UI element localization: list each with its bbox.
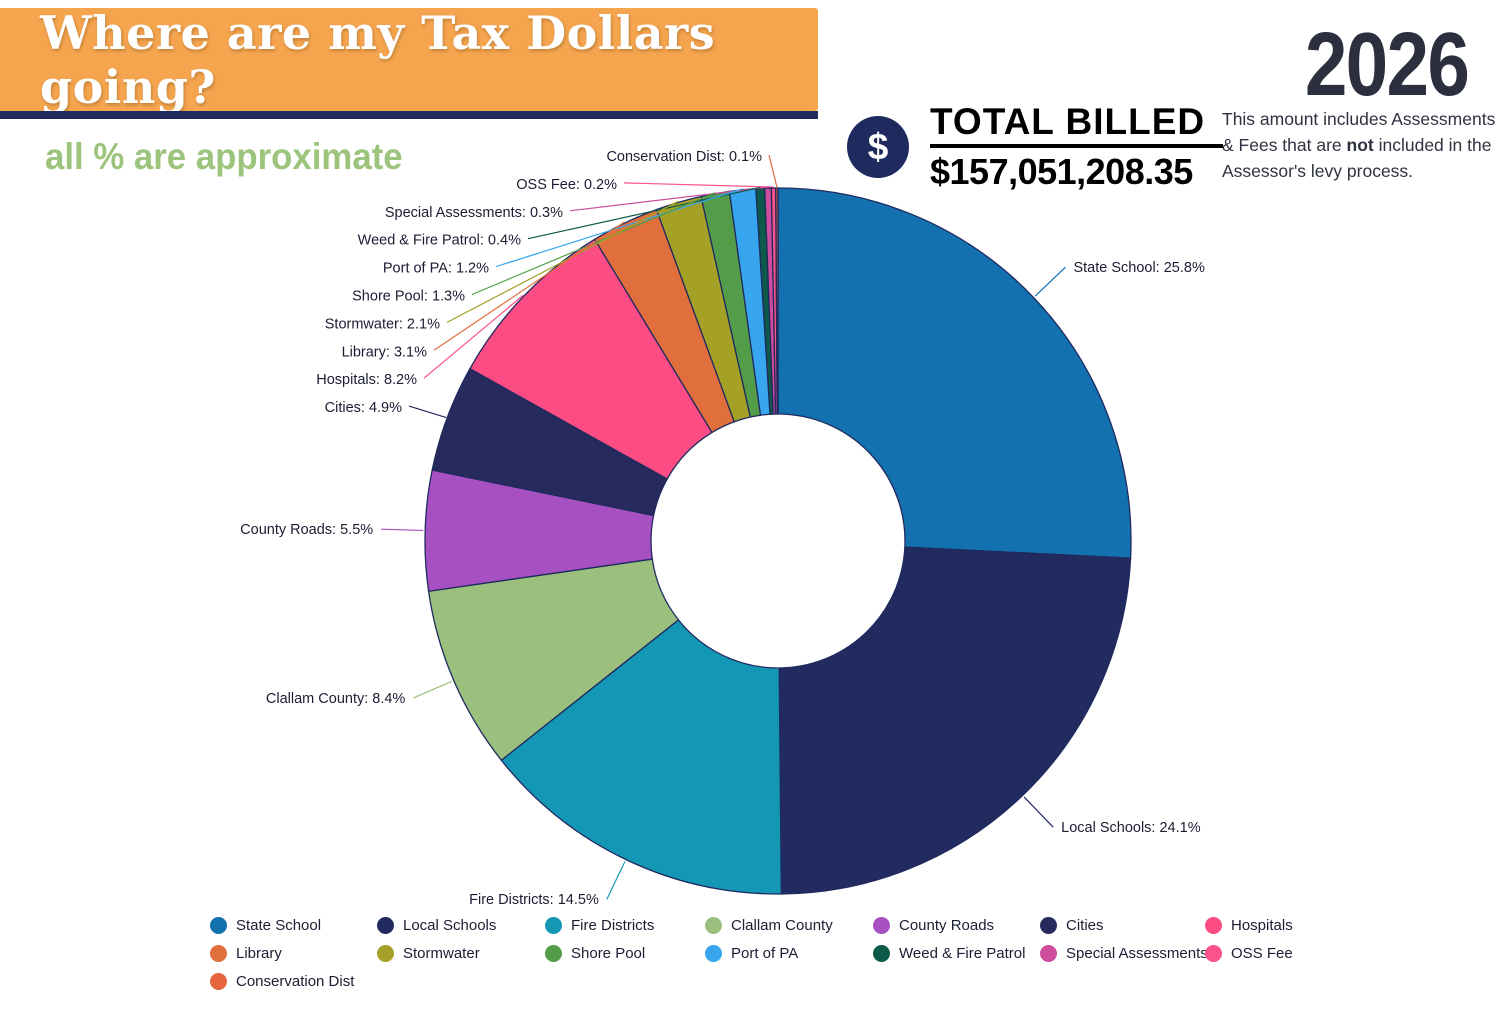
- legend-dot-oss-fee: [1205, 944, 1222, 962]
- pie-slice-state-school[interactable]: [777, 187, 1132, 559]
- slice-label-county-roads: County Roads: 5.5%: [240, 522, 373, 538]
- legend-label-cities: Cities: [1066, 916, 1104, 934]
- slice-label-port-of-pa: Port of PA: 1.2%: [383, 261, 489, 277]
- label-leader-line: [623, 182, 774, 188]
- label-leader-line: [413, 680, 453, 699]
- approximate-note: all % are approximate: [45, 136, 403, 177]
- note-text-bold: not: [1346, 135, 1374, 155]
- legend-item-weed-fire-patrol[interactable]: Weed & Fire Patrol: [873, 944, 1040, 962]
- legend-item-special-assessments[interactable]: Special Assessments: [1040, 944, 1208, 962]
- legend-dot-clallam-county: [705, 916, 722, 934]
- slice-label-oss-fee: OSS Fee: 0.2%: [516, 177, 617, 193]
- legend-item-stormwater[interactable]: Stormwater: [377, 944, 545, 962]
- label-leader-line: [446, 200, 679, 323]
- slice-label-fire-districts: Fire Districts: 14.5%: [469, 892, 599, 908]
- slice-label-stormwater: Stormwater: 2.1%: [325, 316, 440, 332]
- note-text-post: included in the Assessor's levy process.: [1222, 135, 1492, 181]
- legend-dot-state-school: [210, 916, 227, 934]
- legend-dot-stormwater: [377, 944, 394, 962]
- legend-label-special-assessments: Special Assessments: [1066, 944, 1208, 962]
- pie-slice-local-schools[interactable]: [778, 546, 1132, 895]
- legend-label-clallam-county: Clallam County: [731, 916, 833, 934]
- legend-label-state-school: State School: [236, 916, 322, 934]
- legend-item-cities[interactable]: Cities: [1040, 916, 1205, 934]
- slice-label-hospitals: Hospitals: 8.2%: [316, 372, 417, 388]
- legend-item-port-of-pa[interactable]: Port of PA: [705, 944, 873, 962]
- header-banner: Where are my Tax Dollars going?: [0, 5, 818, 114]
- legend-label-library: Library: [236, 944, 282, 962]
- legend-item-clallam-county[interactable]: Clallam County: [705, 916, 873, 934]
- legend-label-port-of-pa: Port of PA: [731, 944, 799, 962]
- pie-slice-fire-districts[interactable]: [500, 619, 782, 895]
- legend-item-local-schools[interactable]: Local Schools: [377, 916, 545, 934]
- legend-dot-weed-fire-patrol: [873, 944, 890, 962]
- label-leader-line: [1034, 266, 1066, 297]
- legend-item-conservation-dist[interactable]: Conservation Dist: [210, 972, 377, 990]
- legend-item-fire-districts[interactable]: Fire Districts: [545, 916, 705, 934]
- legend-dot-fire-districts: [545, 916, 562, 934]
- legend-item-library[interactable]: Library: [210, 944, 377, 962]
- legend-dot-conservation-dist: [210, 972, 227, 990]
- legend-label-local-schools: Local Schools: [403, 916, 497, 934]
- label-leader-line: [606, 861, 626, 900]
- label-leader-line: [381, 528, 424, 532]
- legend-label-conservation-dist: Conservation Dist: [236, 972, 355, 990]
- slice-label-cities: Cities: 4.9%: [325, 400, 402, 416]
- chart-legend: State School Local Schools Fire Districts C…: [210, 911, 1293, 995]
- page-title: Where are my Tax Dollars going?: [40, 5, 716, 114]
- legend-dot-county-roads: [873, 916, 890, 934]
- legend-label-fire-districts: Fire Districts: [571, 916, 655, 934]
- legend-dot-library: [210, 944, 227, 962]
- label-leader-line: [408, 405, 447, 419]
- legend-label-hospitals: Hospitals: [1231, 916, 1293, 934]
- legend-item-state-school[interactable]: State School: [210, 916, 377, 934]
- label-leader-line: [1023, 796, 1054, 828]
- legend-dot-hospitals: [1205, 916, 1222, 934]
- year-label: 2026: [1304, 15, 1470, 115]
- slice-label-special-assessments: Special Assessments: 0.3%: [385, 205, 563, 221]
- legend-label-shore-pool: Shore Pool: [571, 944, 646, 962]
- label-leader-line: [495, 188, 743, 268]
- total-billed-label: TOTAL BILLED: [930, 101, 1224, 148]
- slice-label-weed-fire-patrol: Weed & Fire Patrol: 0.4%: [358, 233, 521, 249]
- legend-item-oss-fee[interactable]: OSS Fee: [1205, 944, 1293, 962]
- legend-label-stormwater: Stormwater: [403, 944, 480, 962]
- legend-dot-cities: [1040, 916, 1057, 934]
- legend-dot-special-assessments: [1040, 944, 1057, 962]
- note-text-pre: This amount includes Assessments & Fees …: [1222, 109, 1496, 155]
- slice-label-shore-pool: Shore Pool: 1.3%: [352, 289, 465, 305]
- dollar-glyph: $: [867, 126, 889, 167]
- legend-dot-port-of-pa: [705, 944, 722, 962]
- legend-label-county-roads: County Roads: [899, 916, 995, 934]
- legend-item-hospitals[interactable]: Hospitals: [1205, 916, 1293, 934]
- pie-slice-conservation-dist[interactable]: [775, 187, 779, 415]
- total-billed-amount: $157,051,208.35: [930, 151, 1193, 192]
- pie-slice-hospitals[interactable]: [469, 238, 713, 480]
- legend-label-weed-fire-patrol: Weed & Fire Patrol: [899, 944, 1026, 962]
- slice-label-clallam-county: Clallam County: 8.4%: [266, 691, 406, 707]
- legend-dot-shore-pool: [545, 944, 562, 962]
- label-leader-line: [433, 221, 625, 351]
- total-billed-block: TOTAL BILLED $157,051,208.35: [930, 101, 1224, 193]
- total-billed-note: This amount includes Assessments & Fees …: [1222, 106, 1500, 184]
- dollar-icon: $: [847, 116, 909, 178]
- legend-item-shore-pool[interactable]: Shore Pool: [545, 944, 705, 962]
- slice-label-library: Library: 3.1%: [342, 344, 428, 360]
- slice-label-state-school: State School: 25.8%: [1073, 260, 1204, 276]
- label-leader-line: [423, 294, 524, 379]
- legend-item-county-roads[interactable]: County Roads: [873, 916, 1040, 934]
- slice-label-local-schools: Local Schools: 24.1%: [1061, 820, 1201, 836]
- slice-label-conservation-dist: Conservation Dist: 0.1%: [606, 149, 762, 165]
- legend-label-oss-fee: OSS Fee: [1231, 944, 1293, 962]
- banner-underline: [0, 111, 818, 119]
- legend-dot-local-schools: [377, 916, 394, 934]
- label-leader-line: [768, 154, 778, 188]
